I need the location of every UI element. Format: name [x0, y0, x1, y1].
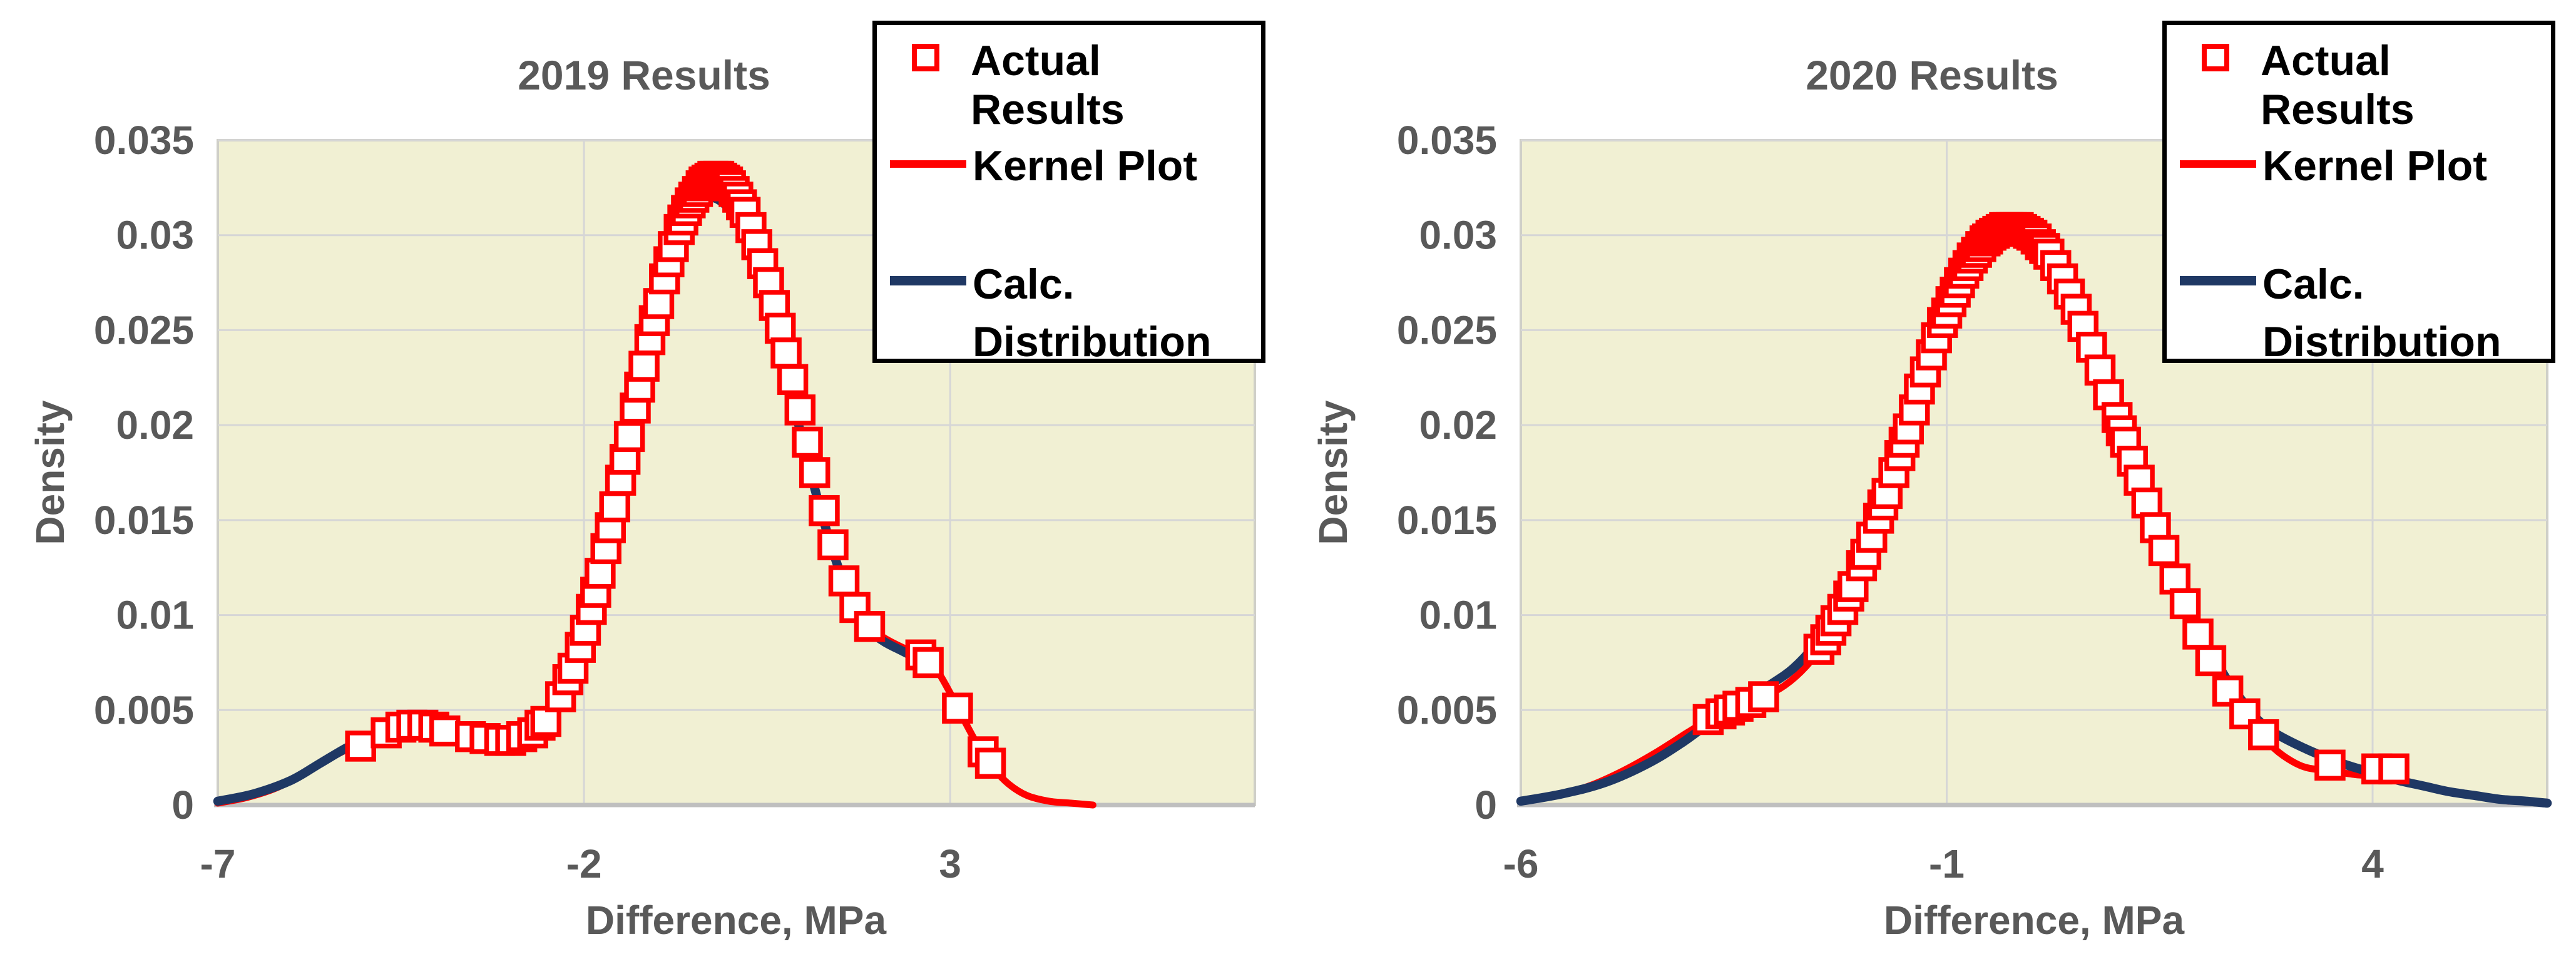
- legend: Actual Results Kernel Plot Calc. Distrib…: [2162, 21, 2555, 366]
- y-tick-label: 0.025: [1397, 307, 1497, 352]
- y-tick-label: 0.005: [1397, 687, 1497, 732]
- actual-result-marker: [643, 288, 675, 319]
- y-tick-label: 0.03: [1419, 213, 1497, 258]
- actual-result-marker: [799, 457, 831, 488]
- actual-result-marker: [599, 491, 630, 523]
- y-axis-title: Density: [28, 400, 73, 545]
- chart-title: 2019 Results: [518, 52, 770, 98]
- legend-item-kernel-plot: Kernel Plot: [2167, 141, 2551, 190]
- y-tick-label: 0.015: [1397, 498, 1497, 543]
- chart-2019: 0 0.005 0.01 0.015 0.02 0.025 0.03 0.035 -7 -2 3 2…: [28, 21, 1265, 943]
- actual-result-marker: [345, 731, 376, 762]
- legend-item-actual-results: Actual Results: [2167, 36, 2551, 134]
- actual-result-marker: [613, 421, 645, 453]
- actual-result-marker: [777, 364, 809, 396]
- legend-item-calc-distribution: Calc. Distribution: [2167, 255, 2551, 371]
- actual-result-marker: [2378, 753, 2410, 785]
- y-tick-label: 0: [171, 782, 194, 828]
- y-tick-label: 0.02: [1419, 403, 1497, 448]
- actual-result-marker: [1748, 681, 1779, 712]
- x-tick-label: -1: [1929, 841, 1965, 886]
- actual-result-marker: [429, 715, 461, 747]
- open-square-marker-icon: [2202, 44, 2229, 71]
- actual-result-marker: [784, 394, 816, 426]
- actual-result-marker: [974, 747, 1006, 779]
- legend-item-label: Calc. Distribution: [2262, 260, 2502, 366]
- legend-item-kernel-plot: Kernel Plot: [877, 141, 1261, 190]
- actual-result-marker: [792, 426, 823, 458]
- legend-item-actual-results: Actual Results: [877, 36, 1261, 134]
- legend-item-calc-distribution: Calc. Distribution: [877, 255, 1261, 371]
- x-tick-label: -6: [1503, 841, 1539, 886]
- actual-result-marker: [2148, 535, 2180, 567]
- open-square-marker-icon: [912, 44, 939, 71]
- actual-result-marker: [2169, 588, 2201, 620]
- actual-result-marker: [809, 495, 840, 526]
- legend-item-label: Actual Results: [971, 37, 1125, 133]
- y-tick-label: 0.035: [94, 118, 194, 163]
- legend-item-label: Actual Results: [2261, 37, 2415, 133]
- y-tick-label: 0.005: [94, 687, 194, 732]
- actual-result-marker: [2182, 618, 2214, 650]
- actual-result-marker: [764, 312, 796, 344]
- navy-line-swatch-icon: [2180, 276, 2256, 285]
- actual-result-marker: [817, 529, 849, 561]
- x-axis-title: Difference, MPa: [585, 898, 887, 943]
- actual-result-marker: [2195, 645, 2227, 677]
- y-tick-label: 0: [1475, 782, 1497, 828]
- y-tick-label: 0.01: [1419, 593, 1497, 638]
- x-tick-label: -2: [566, 841, 602, 886]
- legend-item-label: Kernel Plot: [973, 142, 1197, 190]
- actual-result-marker: [912, 647, 944, 679]
- y-tick-label: 0.015: [94, 498, 194, 543]
- y-axis-title: Density: [1311, 400, 1356, 545]
- actual-result-marker: [770, 337, 802, 369]
- navy-line-swatch-icon: [890, 276, 966, 285]
- legend-item-label: Kernel Plot: [2262, 142, 2487, 190]
- actual-result-marker: [2314, 749, 2346, 781]
- chart-2020: 0 0.005 0.01 0.015 0.02 0.025 0.03 0.035 -6 -1 4 2…: [1288, 0, 2576, 959]
- red-line-swatch-icon: [2180, 160, 2256, 168]
- x-tick-label: 4: [2361, 841, 2384, 886]
- y-tick-label: 0.01: [116, 593, 194, 638]
- legend: Actual Results Kernel Plot Calc. Distrib…: [872, 21, 1265, 366]
- y-tick-label: 0.02: [116, 403, 194, 448]
- actual-result-marker: [942, 692, 973, 724]
- actual-result-marker: [628, 351, 660, 382]
- actual-result-marker: [828, 565, 860, 597]
- red-line-swatch-icon: [890, 160, 966, 168]
- y-tick-label: 0.025: [94, 307, 194, 352]
- actual-result-marker: [854, 611, 886, 642]
- actual-result-marker: [2212, 675, 2244, 707]
- x-tick-label: -7: [200, 841, 236, 886]
- actual-result-marker: [2248, 719, 2279, 751]
- y-tick-label: 0.03: [116, 213, 194, 258]
- x-axis-title: Difference, MPa: [1883, 898, 2185, 943]
- chart-title: 2020 Results: [1806, 52, 2058, 98]
- legend-item-label: Calc. Distribution: [973, 260, 1212, 366]
- x-tick-label: 3: [939, 841, 961, 886]
- y-tick-label: 0.035: [1397, 118, 1497, 163]
